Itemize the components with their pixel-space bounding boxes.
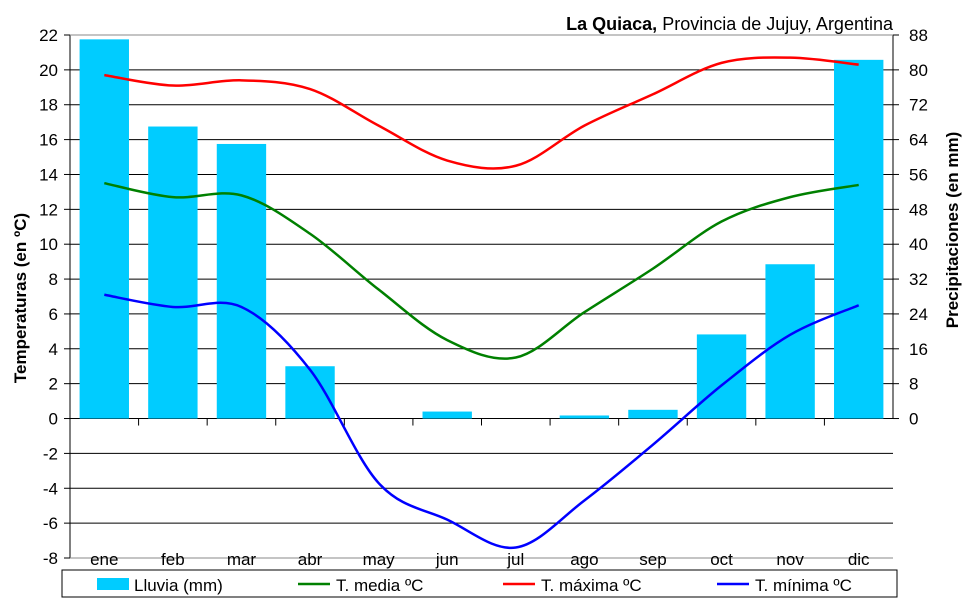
x-tick-label: feb: [161, 550, 185, 569]
y-tick-label-left: 6: [49, 305, 58, 324]
y-tick-label-left: 22: [39, 26, 58, 45]
x-tick-label: may: [363, 550, 396, 569]
legend: [61, 569, 898, 598]
y-tick-label-left: 12: [39, 200, 58, 219]
x-tick-label: abr: [298, 550, 323, 569]
y-tick-label-right: 8: [909, 375, 918, 394]
y-tick-label-left: -8: [43, 549, 58, 568]
legend-swatch: [97, 578, 129, 590]
bar-mar: [216, 143, 267, 419]
legend-label: Lluvia (mm): [134, 576, 223, 595]
bar-nov: [765, 264, 815, 419]
y-tick-label-right: 40: [909, 235, 928, 254]
y-tick-label-left: 2: [49, 375, 58, 394]
y-tick-label-left: 0: [49, 410, 58, 429]
series-line: [104, 293, 860, 550]
bar-abr: [285, 366, 335, 419]
x-tick-label: nov: [776, 550, 804, 569]
y-tick-label-right: 0: [909, 410, 918, 429]
bar-dic: [834, 59, 884, 419]
y-tick-label-right: 24: [909, 305, 928, 324]
y-tick-label-left: 4: [49, 340, 58, 359]
y-tick-label-right: 56: [909, 165, 928, 184]
bar-sep: [628, 409, 678, 419]
y-tick-label-left: -2: [43, 444, 58, 463]
bar-oct: [696, 334, 747, 419]
y-tick-label-right: 32: [909, 270, 928, 289]
bar-ago: [559, 415, 610, 419]
legend-label: T. media ºC: [336, 576, 423, 595]
chart-title: La Quiaca, Provincia de Jujuy, Argentina: [566, 14, 894, 34]
x-tick-label: jul: [506, 550, 524, 569]
y-tick-label-right: 80: [909, 61, 928, 80]
y-tick-label-left: 18: [39, 96, 58, 115]
x-tick-label: mar: [227, 550, 257, 569]
legend-label: T. máxima ºC: [541, 576, 642, 595]
y-tick-label-right: 88: [909, 26, 928, 45]
y-tick-label-left: 8: [49, 270, 58, 289]
series-line: [104, 181, 859, 360]
y-tick-label-right: 16: [909, 340, 928, 359]
x-tick-label: ago: [570, 550, 598, 569]
x-tick-label: sep: [639, 550, 666, 569]
legend-label: T. mínima ºC: [755, 576, 852, 595]
y-tick-label-left: 10: [39, 235, 58, 254]
y-axis-left-label: Temperaturas (en ºC): [11, 213, 30, 383]
bar-feb: [148, 126, 198, 419]
y-tick-label-right: 72: [909, 96, 928, 115]
y-tick-label-left: 16: [39, 131, 58, 150]
y-tick-label-left: -4: [43, 479, 58, 498]
x-tick-label: dic: [848, 550, 870, 569]
y-tick-label-left: 20: [39, 61, 58, 80]
y-tick-label-left: 14: [39, 165, 58, 184]
bar-ene: [79, 39, 129, 419]
y-tick-label-left: -6: [43, 514, 58, 533]
x-tick-label: oct: [710, 550, 733, 569]
y-axis-right-label: Precipitaciones (en mm): [943, 132, 962, 329]
x-tick-label: ene: [90, 550, 118, 569]
y-tick-label-right: 64: [909, 131, 928, 150]
y-tick-label-right: 48: [909, 200, 928, 219]
series-line: [104, 56, 859, 170]
bar-jun: [422, 411, 472, 419]
x-tick-label: jun: [435, 550, 459, 569]
